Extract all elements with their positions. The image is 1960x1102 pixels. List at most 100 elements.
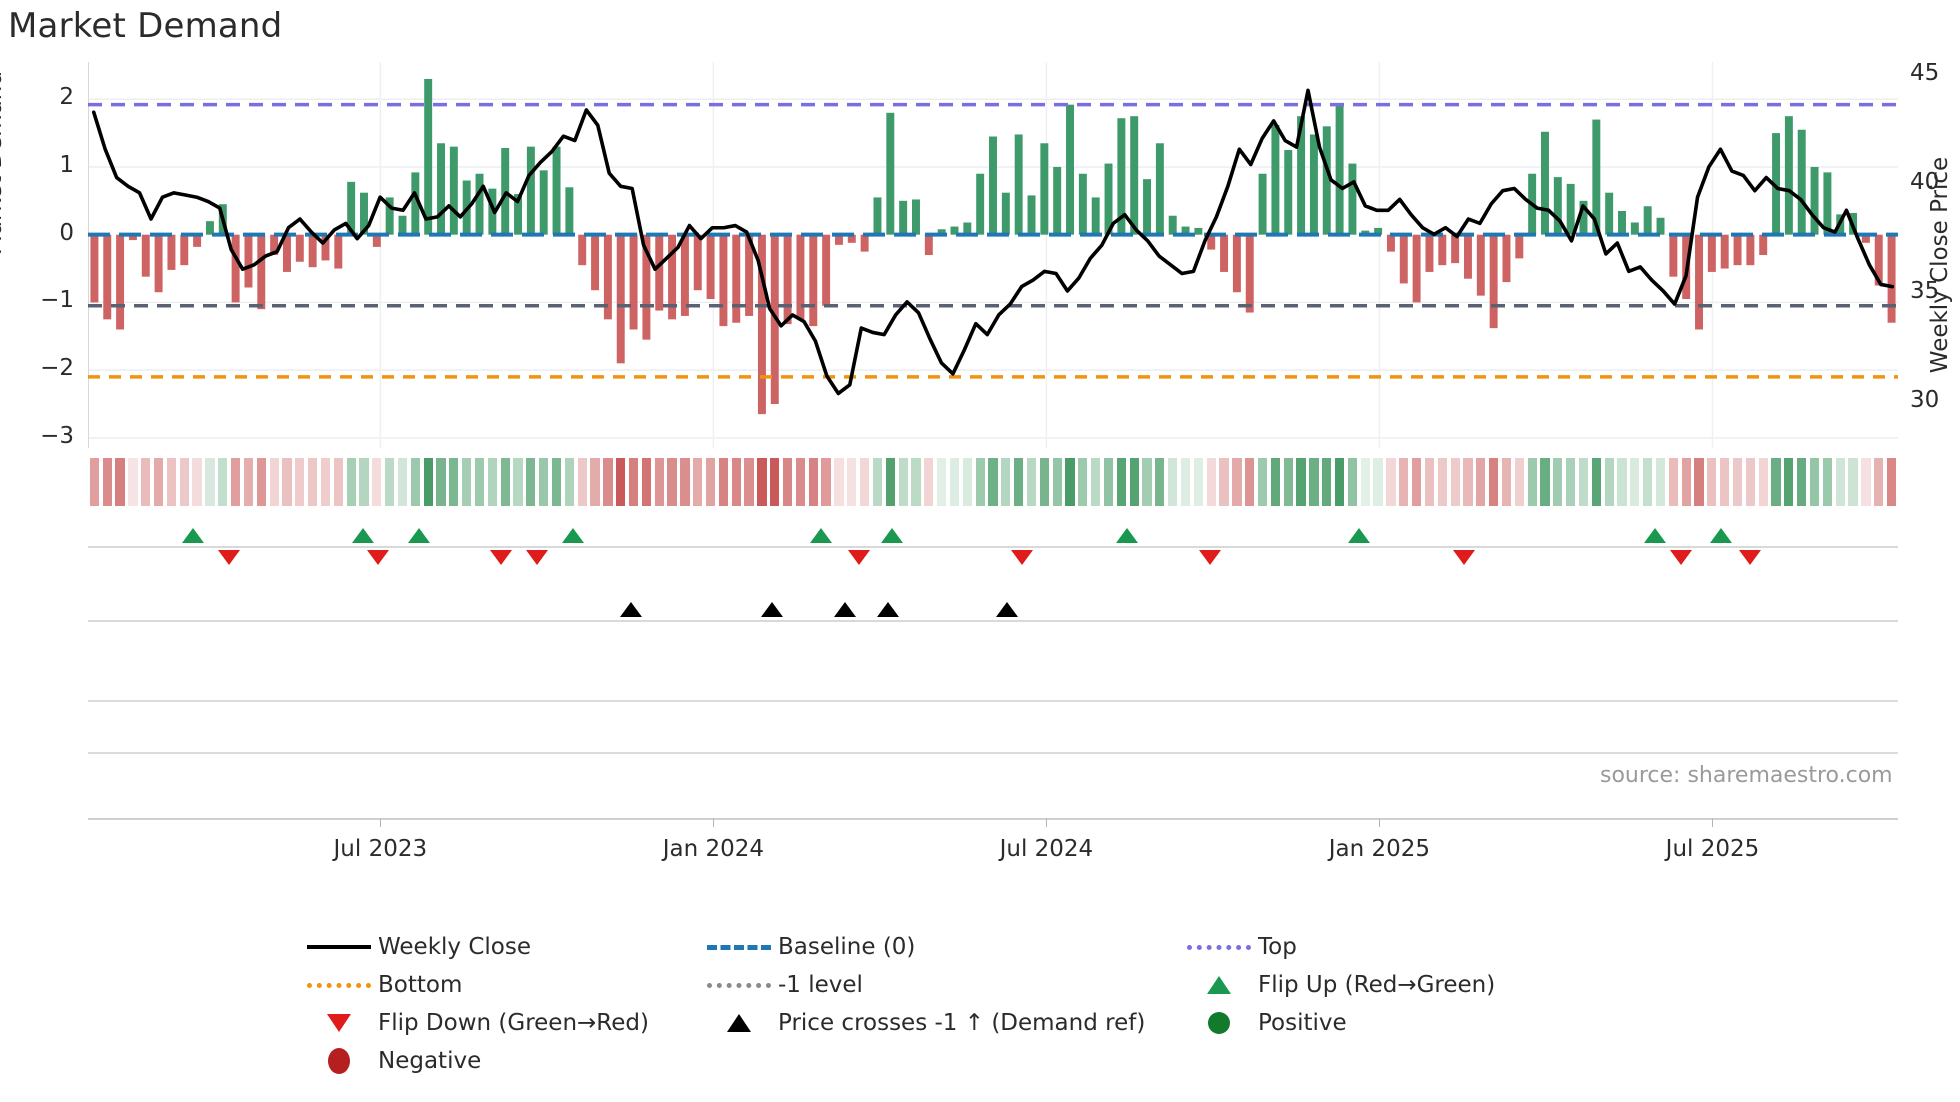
flip-down-marker-9 xyxy=(1738,550,1761,565)
heat-cell-42 xyxy=(628,458,639,506)
price-cross-marker-0 xyxy=(620,602,642,617)
legend-item-circle-green[interactable]: Positive xyxy=(1180,1004,1600,1042)
heat-cell-111 xyxy=(1514,458,1524,506)
heat-cell-100 xyxy=(1373,458,1383,506)
flip-row-line xyxy=(88,546,1898,548)
heat-cell-86 xyxy=(1193,458,1203,506)
heat-cell-98 xyxy=(1347,458,1358,506)
demand-bar-13 xyxy=(257,234,266,310)
demand-bar-86 xyxy=(1194,227,1203,235)
heat-cell-66 xyxy=(937,458,947,506)
circle-darkred-icon xyxy=(300,1048,378,1074)
flip-down-marker-5 xyxy=(1010,550,1033,565)
demand-bar-75 xyxy=(1053,166,1062,235)
demand-bar-113 xyxy=(1541,131,1549,235)
heat-cell-77 xyxy=(1078,458,1088,506)
heat-cell-5 xyxy=(153,458,164,506)
demand-bar-102 xyxy=(1399,234,1408,284)
heat-cell-84 xyxy=(1168,458,1178,506)
demand-bar-116 xyxy=(1579,200,1588,235)
legend-item-dotted-line-orange[interactable]: Bottom xyxy=(300,966,700,1004)
demand-bar-21 xyxy=(360,192,368,235)
x-tick-mark-2 xyxy=(1046,818,1048,827)
demand-bar-95 xyxy=(1309,134,1318,235)
legend-item-solid-line-black[interactable]: Weekly Close xyxy=(300,928,700,966)
dotted-line-purple-icon xyxy=(1180,944,1258,950)
legend-empty-4-2 xyxy=(700,1042,1180,1080)
legend-label: Price crosses -1 ↑ (Demand ref) xyxy=(778,1010,1146,1036)
demand-bar-46 xyxy=(680,234,689,316)
heat-cell-54 xyxy=(782,458,793,506)
heat-cell-101 xyxy=(1386,458,1396,506)
heat-cell-23 xyxy=(385,458,395,506)
circle-green-icon xyxy=(1180,1012,1258,1034)
demand-bar-138 xyxy=(1861,234,1870,243)
heat-cell-97 xyxy=(1334,458,1345,506)
legend-label: Bottom xyxy=(378,972,463,998)
demand-bar-107 xyxy=(1463,234,1472,279)
legend-item-dotted-line-gray[interactable]: -1 level xyxy=(700,966,1180,1004)
flip-up-marker-1 xyxy=(352,528,375,543)
demand-bar-15 xyxy=(282,234,291,272)
x-tick-label-4: Jul 2025 xyxy=(1665,836,1760,862)
heat-cell-88 xyxy=(1219,458,1229,506)
heat-cell-75 xyxy=(1052,458,1062,506)
demand-bar-19 xyxy=(334,234,343,269)
price-cross-marker-1 xyxy=(761,602,784,617)
demand-bar-80 xyxy=(1117,118,1126,235)
heat-cell-62 xyxy=(885,458,895,506)
legend-item-dashed-line-blue[interactable]: Baseline (0) xyxy=(700,928,1180,966)
heat-cell-114 xyxy=(1553,458,1563,506)
legend-label: Top xyxy=(1258,934,1297,960)
legend-row-1: Weekly Close Baseline (0) Top xyxy=(300,928,1700,966)
legend-item-triangle-down-red[interactable]: Flip Down (Green→Red) xyxy=(300,1004,700,1042)
demand-bar-23 xyxy=(385,197,394,235)
demand-bar-18 xyxy=(321,234,330,261)
heat-cell-2 xyxy=(115,458,125,506)
demand-bar-52 xyxy=(757,234,766,415)
triangle-up-green-icon xyxy=(1180,976,1258,994)
heat-cell-95 xyxy=(1309,458,1319,506)
demand-bar-39 xyxy=(591,234,600,291)
heat-cell-51 xyxy=(744,458,754,506)
lower-guide-lines xyxy=(88,640,1898,760)
legend-label: Flip Down (Green→Red) xyxy=(378,1010,649,1036)
legend-label: Flip Up (Red→Green) xyxy=(1258,972,1496,998)
demand-bar-22 xyxy=(372,234,381,247)
demand-bar-114 xyxy=(1553,177,1562,235)
demand-bar-83 xyxy=(1155,143,1164,235)
legend-item-triangle-up-black[interactable]: Price crosses -1 ↑ (Demand ref) xyxy=(700,1004,1180,1042)
heat-cell-136 xyxy=(1835,458,1845,506)
heat-cell-115 xyxy=(1566,458,1576,506)
right-tick-2: 35 xyxy=(1910,278,1940,305)
heat-cell-13 xyxy=(256,458,266,506)
cross-row-line xyxy=(88,620,1898,622)
heat-cell-0 xyxy=(89,458,100,506)
legend-item-circle-darkred[interactable]: Negative xyxy=(300,1042,700,1080)
demand-bar-122 xyxy=(1656,217,1665,235)
left-tick-5: −3 xyxy=(40,422,74,449)
heat-cell-34 xyxy=(526,458,536,506)
legend-item-triangle-up-green[interactable]: Flip Up (Red→Green) xyxy=(1180,966,1600,1004)
left-tick-2: 0 xyxy=(59,219,74,246)
demand-bar-82 xyxy=(1143,179,1152,235)
right-tick-1: 40 xyxy=(1910,169,1940,196)
heat-cell-29 xyxy=(462,458,472,506)
heat-cell-112 xyxy=(1527,458,1537,506)
heat-cell-123 xyxy=(1668,458,1678,506)
source-attribution: source: sharemaestro.com xyxy=(1600,763,1893,788)
heat-cell-22 xyxy=(372,458,382,506)
demand-bar-89 xyxy=(1232,234,1241,293)
flip-up-marker-4 xyxy=(810,528,833,543)
heat-cell-124 xyxy=(1681,458,1691,506)
demand-bar-30 xyxy=(475,173,484,235)
heat-cell-41 xyxy=(616,458,626,506)
demand-bar-65 xyxy=(924,234,933,255)
demand-bar-139 xyxy=(1874,234,1883,286)
heat-cell-129 xyxy=(1745,458,1755,506)
demand-bar-41 xyxy=(616,234,625,364)
demand-bar-133 xyxy=(1797,129,1806,235)
legend-item-dotted-line-purple[interactable]: Top xyxy=(1180,928,1600,966)
demand-bar-92 xyxy=(1271,124,1280,235)
demand-bar-105 xyxy=(1438,234,1447,266)
